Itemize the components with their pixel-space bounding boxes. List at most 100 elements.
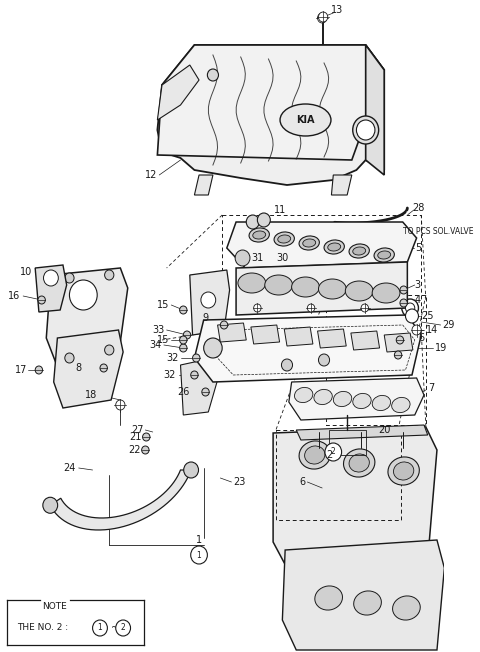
Polygon shape xyxy=(366,45,384,175)
Circle shape xyxy=(183,331,191,339)
Polygon shape xyxy=(296,425,428,440)
Circle shape xyxy=(38,296,46,304)
Text: 23: 23 xyxy=(233,477,246,487)
Text: 25: 25 xyxy=(421,311,434,321)
Ellipse shape xyxy=(374,248,395,262)
Text: NOTE: NOTE xyxy=(43,602,67,611)
Polygon shape xyxy=(157,45,384,160)
Circle shape xyxy=(400,299,408,307)
Ellipse shape xyxy=(378,251,391,259)
Ellipse shape xyxy=(324,240,344,254)
Polygon shape xyxy=(284,327,313,346)
Polygon shape xyxy=(236,262,408,315)
Text: 16: 16 xyxy=(8,291,20,301)
Text: 9: 9 xyxy=(202,313,208,323)
Circle shape xyxy=(406,309,419,323)
Circle shape xyxy=(65,273,74,283)
Ellipse shape xyxy=(265,275,292,295)
Polygon shape xyxy=(318,329,346,348)
Ellipse shape xyxy=(353,393,371,409)
Ellipse shape xyxy=(353,247,366,255)
Circle shape xyxy=(246,215,259,229)
Text: 31: 31 xyxy=(252,253,264,263)
Text: 3: 3 xyxy=(415,280,421,290)
Circle shape xyxy=(180,306,187,314)
Circle shape xyxy=(116,400,125,410)
Text: 26: 26 xyxy=(178,387,190,397)
Text: 6: 6 xyxy=(419,333,425,343)
Text: 30: 30 xyxy=(276,253,288,263)
Ellipse shape xyxy=(353,116,379,144)
Circle shape xyxy=(318,12,328,22)
Polygon shape xyxy=(331,175,352,195)
Ellipse shape xyxy=(388,457,420,485)
Circle shape xyxy=(70,280,97,310)
Polygon shape xyxy=(50,470,191,530)
Text: 21: 21 xyxy=(129,432,142,442)
Ellipse shape xyxy=(249,228,269,242)
Circle shape xyxy=(180,336,187,344)
Circle shape xyxy=(402,299,419,317)
Polygon shape xyxy=(180,358,217,415)
Ellipse shape xyxy=(294,387,313,402)
Polygon shape xyxy=(194,315,421,382)
Text: KIA: KIA xyxy=(296,115,315,125)
Text: 15: 15 xyxy=(157,300,169,310)
Circle shape xyxy=(191,546,207,564)
Text: 10: 10 xyxy=(20,267,33,277)
Ellipse shape xyxy=(394,462,414,480)
Ellipse shape xyxy=(372,283,400,303)
Circle shape xyxy=(65,353,74,363)
Text: 24: 24 xyxy=(63,463,76,473)
Circle shape xyxy=(116,620,131,636)
Text: 1: 1 xyxy=(97,623,102,632)
Ellipse shape xyxy=(345,281,373,301)
Ellipse shape xyxy=(349,244,370,258)
Circle shape xyxy=(35,366,43,374)
Text: 33: 33 xyxy=(153,325,165,335)
Ellipse shape xyxy=(392,398,410,413)
Ellipse shape xyxy=(299,236,319,250)
Circle shape xyxy=(105,345,114,355)
Ellipse shape xyxy=(280,104,331,136)
Polygon shape xyxy=(157,65,199,120)
Ellipse shape xyxy=(318,279,346,299)
Text: TO PCS SOL.VALVE: TO PCS SOL.VALVE xyxy=(403,228,473,237)
Circle shape xyxy=(406,303,415,313)
Polygon shape xyxy=(282,540,444,650)
Circle shape xyxy=(184,462,199,478)
Circle shape xyxy=(220,321,228,329)
Text: 20: 20 xyxy=(378,425,390,435)
Circle shape xyxy=(307,304,315,312)
Text: 5: 5 xyxy=(415,243,421,253)
Text: 2: 2 xyxy=(326,450,332,460)
Circle shape xyxy=(325,443,342,461)
Ellipse shape xyxy=(303,239,316,247)
Ellipse shape xyxy=(253,231,266,239)
Text: ~: ~ xyxy=(111,623,119,633)
Ellipse shape xyxy=(292,277,319,297)
Text: 27: 27 xyxy=(131,425,144,435)
Text: 4: 4 xyxy=(415,295,421,305)
Text: 11: 11 xyxy=(274,205,286,215)
Text: 2: 2 xyxy=(121,623,125,632)
Circle shape xyxy=(253,304,261,312)
Ellipse shape xyxy=(299,441,330,469)
Circle shape xyxy=(143,433,150,441)
Circle shape xyxy=(105,270,114,280)
Circle shape xyxy=(318,354,330,366)
Ellipse shape xyxy=(372,395,391,411)
Text: 2: 2 xyxy=(331,447,336,456)
Text: 1: 1 xyxy=(196,535,202,545)
Text: 32: 32 xyxy=(166,353,179,363)
Polygon shape xyxy=(194,175,213,195)
Circle shape xyxy=(318,13,327,23)
Circle shape xyxy=(257,213,270,227)
Polygon shape xyxy=(157,45,384,185)
Ellipse shape xyxy=(393,596,420,620)
Ellipse shape xyxy=(278,235,291,243)
Circle shape xyxy=(191,371,198,379)
Circle shape xyxy=(357,120,375,140)
Circle shape xyxy=(44,270,59,286)
Text: 22: 22 xyxy=(128,445,141,455)
